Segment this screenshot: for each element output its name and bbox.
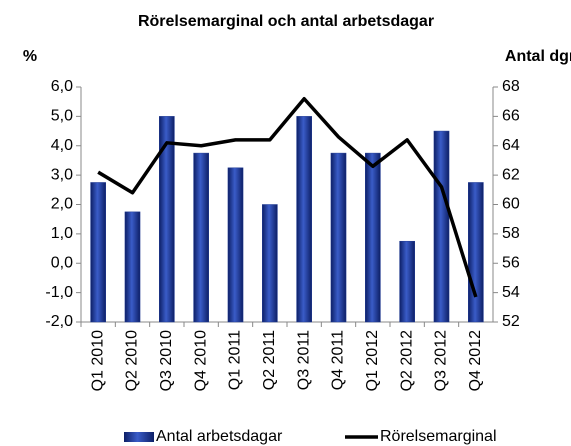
y2-tick-label: 68 <box>502 78 520 95</box>
y2-tick-label: 56 <box>502 254 520 271</box>
bar <box>399 240 415 323</box>
bar <box>159 116 175 323</box>
y-tick-label: -1,0 <box>45 284 73 301</box>
x-tick-label: Q3 2011 <box>295 330 312 390</box>
y2-tick-label: 62 <box>502 166 520 183</box>
bar <box>227 167 244 323</box>
x-tick-label: Q4 2012 <box>467 330 484 391</box>
legend-label: Antal arbetsdagar <box>156 428 283 445</box>
y2-tick-label: 66 <box>502 108 520 125</box>
y2-tick-label: 60 <box>502 196 520 213</box>
x-tick-label: Q1 2010 <box>89 330 106 391</box>
y-tick-label: 1,0 <box>51 225 73 242</box>
bar <box>468 182 484 323</box>
x-tick-label: Q3 2012 <box>433 330 450 391</box>
x-tick-label: Q1 2012 <box>364 330 381 391</box>
bar <box>330 152 347 323</box>
x-tick-label: Q2 2010 <box>124 330 141 391</box>
y-axis-label: % <box>23 48 37 65</box>
x-tick-label: Q2 2011 <box>261 330 278 390</box>
y-tick-label: 5,0 <box>51 108 73 125</box>
y2-tick-label: 52 <box>502 313 520 330</box>
bar <box>433 130 450 323</box>
y-tick-label: 6,0 <box>51 78 73 95</box>
x-tick-label: Q2 2012 <box>398 330 415 391</box>
legend-swatch <box>124 432 154 442</box>
x-tick-label: Q1 2011 <box>227 330 244 390</box>
y2-tick-label: 64 <box>502 137 520 154</box>
y-tick-label: 3,0 <box>51 166 73 183</box>
x-tick-label: Q4 2011 <box>330 330 347 390</box>
bar <box>90 182 106 323</box>
y2-tick-label: 54 <box>502 284 520 301</box>
y-tick-label: -2,0 <box>45 313 73 330</box>
y-tick-label: 0,0 <box>51 254 73 271</box>
y2-axis-label: Antal dgr <box>505 48 571 65</box>
bar <box>124 211 141 323</box>
y-tick-label: 2,0 <box>51 196 73 213</box>
bar <box>262 204 278 323</box>
bar <box>193 152 209 323</box>
x-tick-label: Q4 2010 <box>192 330 209 391</box>
bar <box>365 152 381 323</box>
x-tick-label: Q3 2010 <box>158 330 175 391</box>
bar <box>296 116 312 323</box>
y-tick-label: 4,0 <box>51 137 73 154</box>
line <box>97 97 478 298</box>
legend-label: Rörelsemarginal <box>380 428 497 445</box>
y2-tick-label: 58 <box>502 225 520 242</box>
chart-title: Rörelsemarginal och antal arbetsdagar <box>138 13 434 30</box>
